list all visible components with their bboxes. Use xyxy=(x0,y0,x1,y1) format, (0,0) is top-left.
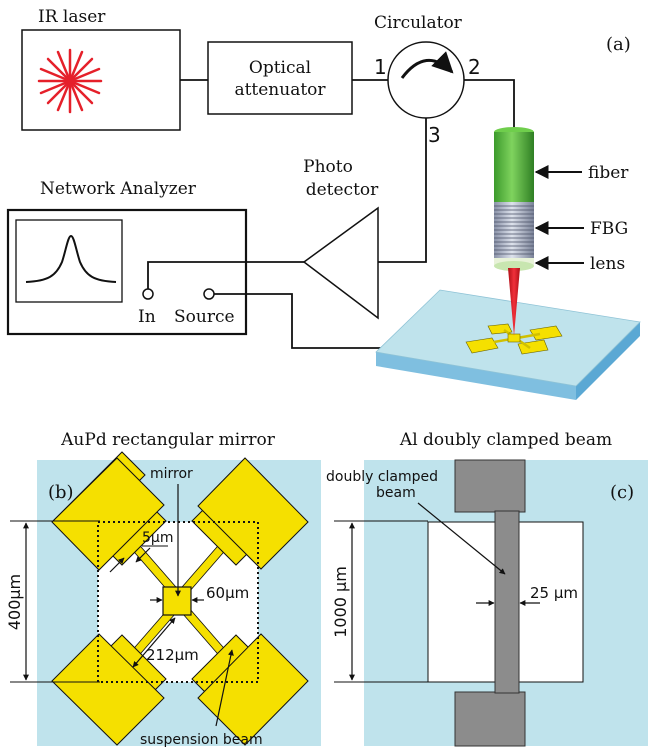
port-1-label: 1 xyxy=(374,55,387,79)
circulator-to-detector-line xyxy=(378,118,427,263)
panel-c-title: Al doubly clamped beam xyxy=(399,430,612,450)
doubly-clamped-beam xyxy=(494,510,520,694)
mirror-label: mirror xyxy=(150,466,193,482)
dim-25-label: 25 μm xyxy=(530,584,578,602)
port-2-label: 2 xyxy=(468,55,481,79)
network-analyzer-label: Network Analyzer xyxy=(40,179,197,199)
photodetector-label-line2: detector xyxy=(306,180,379,200)
detector-to-analyzer-line xyxy=(147,261,304,290)
resonance-curve-icon xyxy=(25,234,117,283)
dim-212-label: 212μm xyxy=(146,646,199,664)
lens-label: lens xyxy=(590,254,625,274)
panel-b: AuPd rectangular mirror (b) xyxy=(5,430,321,748)
laser-burst-icon xyxy=(37,48,103,114)
circulator-label: Circulator xyxy=(374,13,463,33)
panel-a: IR laser Optical attenuator Circulator 1… xyxy=(6,7,641,400)
circulator-circle xyxy=(387,41,465,119)
attenuator-label-line2: attenuator xyxy=(234,80,326,100)
lens-bottom xyxy=(494,261,534,271)
focused-laser-beam xyxy=(508,268,520,336)
panel-c: Al doubly clamped beam (c) 1000 μm doubl… xyxy=(326,430,648,747)
panel-a-label: (a) xyxy=(606,34,631,55)
dim-212-arrow xyxy=(132,617,176,668)
anchor-pads-outer xyxy=(51,457,309,746)
device-on-substrate xyxy=(465,323,563,355)
fbg-grating-lines xyxy=(494,205,534,255)
in-port-label: In xyxy=(138,307,156,327)
panel-b-title: AuPd rectangular mirror xyxy=(60,430,276,450)
fiber-cylinder xyxy=(494,132,534,202)
photodetector-label-line1: Photo xyxy=(303,157,353,177)
port-3-label: 3 xyxy=(428,123,441,147)
dim-60-label: 60μm xyxy=(206,584,249,602)
attenuator-label-line1: Optical xyxy=(249,58,311,78)
dim-400-label: 400μm xyxy=(5,574,24,630)
in-port-connector xyxy=(142,288,154,300)
source-port-connector xyxy=(203,288,215,300)
dim-5-arrow-right xyxy=(135,547,151,563)
beam-label-line1: doubly clamped xyxy=(326,469,438,485)
circulator-to-fiber-line xyxy=(464,79,515,130)
analyzer-screen xyxy=(15,219,123,303)
substrate-chip xyxy=(375,289,641,400)
beam-pointer-arrow xyxy=(417,502,506,575)
source-port-label: Source xyxy=(174,307,235,327)
dim-1000-label: 1000 μm xyxy=(331,566,350,638)
fbg-label: FBG xyxy=(590,219,628,239)
optical-attenuator-box xyxy=(207,41,353,115)
mirror-square xyxy=(162,586,192,616)
ir-laser-label: IR laser xyxy=(38,7,106,27)
dim-5-arrow-left xyxy=(109,557,125,573)
panel-b-label: (b) xyxy=(48,482,74,503)
suspension-beam-label: suspension beam xyxy=(140,732,263,748)
network-analyzer-box xyxy=(6,208,248,336)
circulator-arrow-icon xyxy=(400,51,454,79)
top-clamp-pad xyxy=(454,459,526,513)
panel-c-label: (c) xyxy=(610,482,634,503)
photodetector-amplifier xyxy=(302,206,379,320)
suspension-beam-pointer-arrow xyxy=(215,649,234,727)
bottom-clamp-pad xyxy=(454,691,526,747)
dim-5-label: 5μm xyxy=(142,530,173,546)
fiber-label: fiber xyxy=(588,163,629,183)
beam-label-line2: beam xyxy=(376,485,416,501)
